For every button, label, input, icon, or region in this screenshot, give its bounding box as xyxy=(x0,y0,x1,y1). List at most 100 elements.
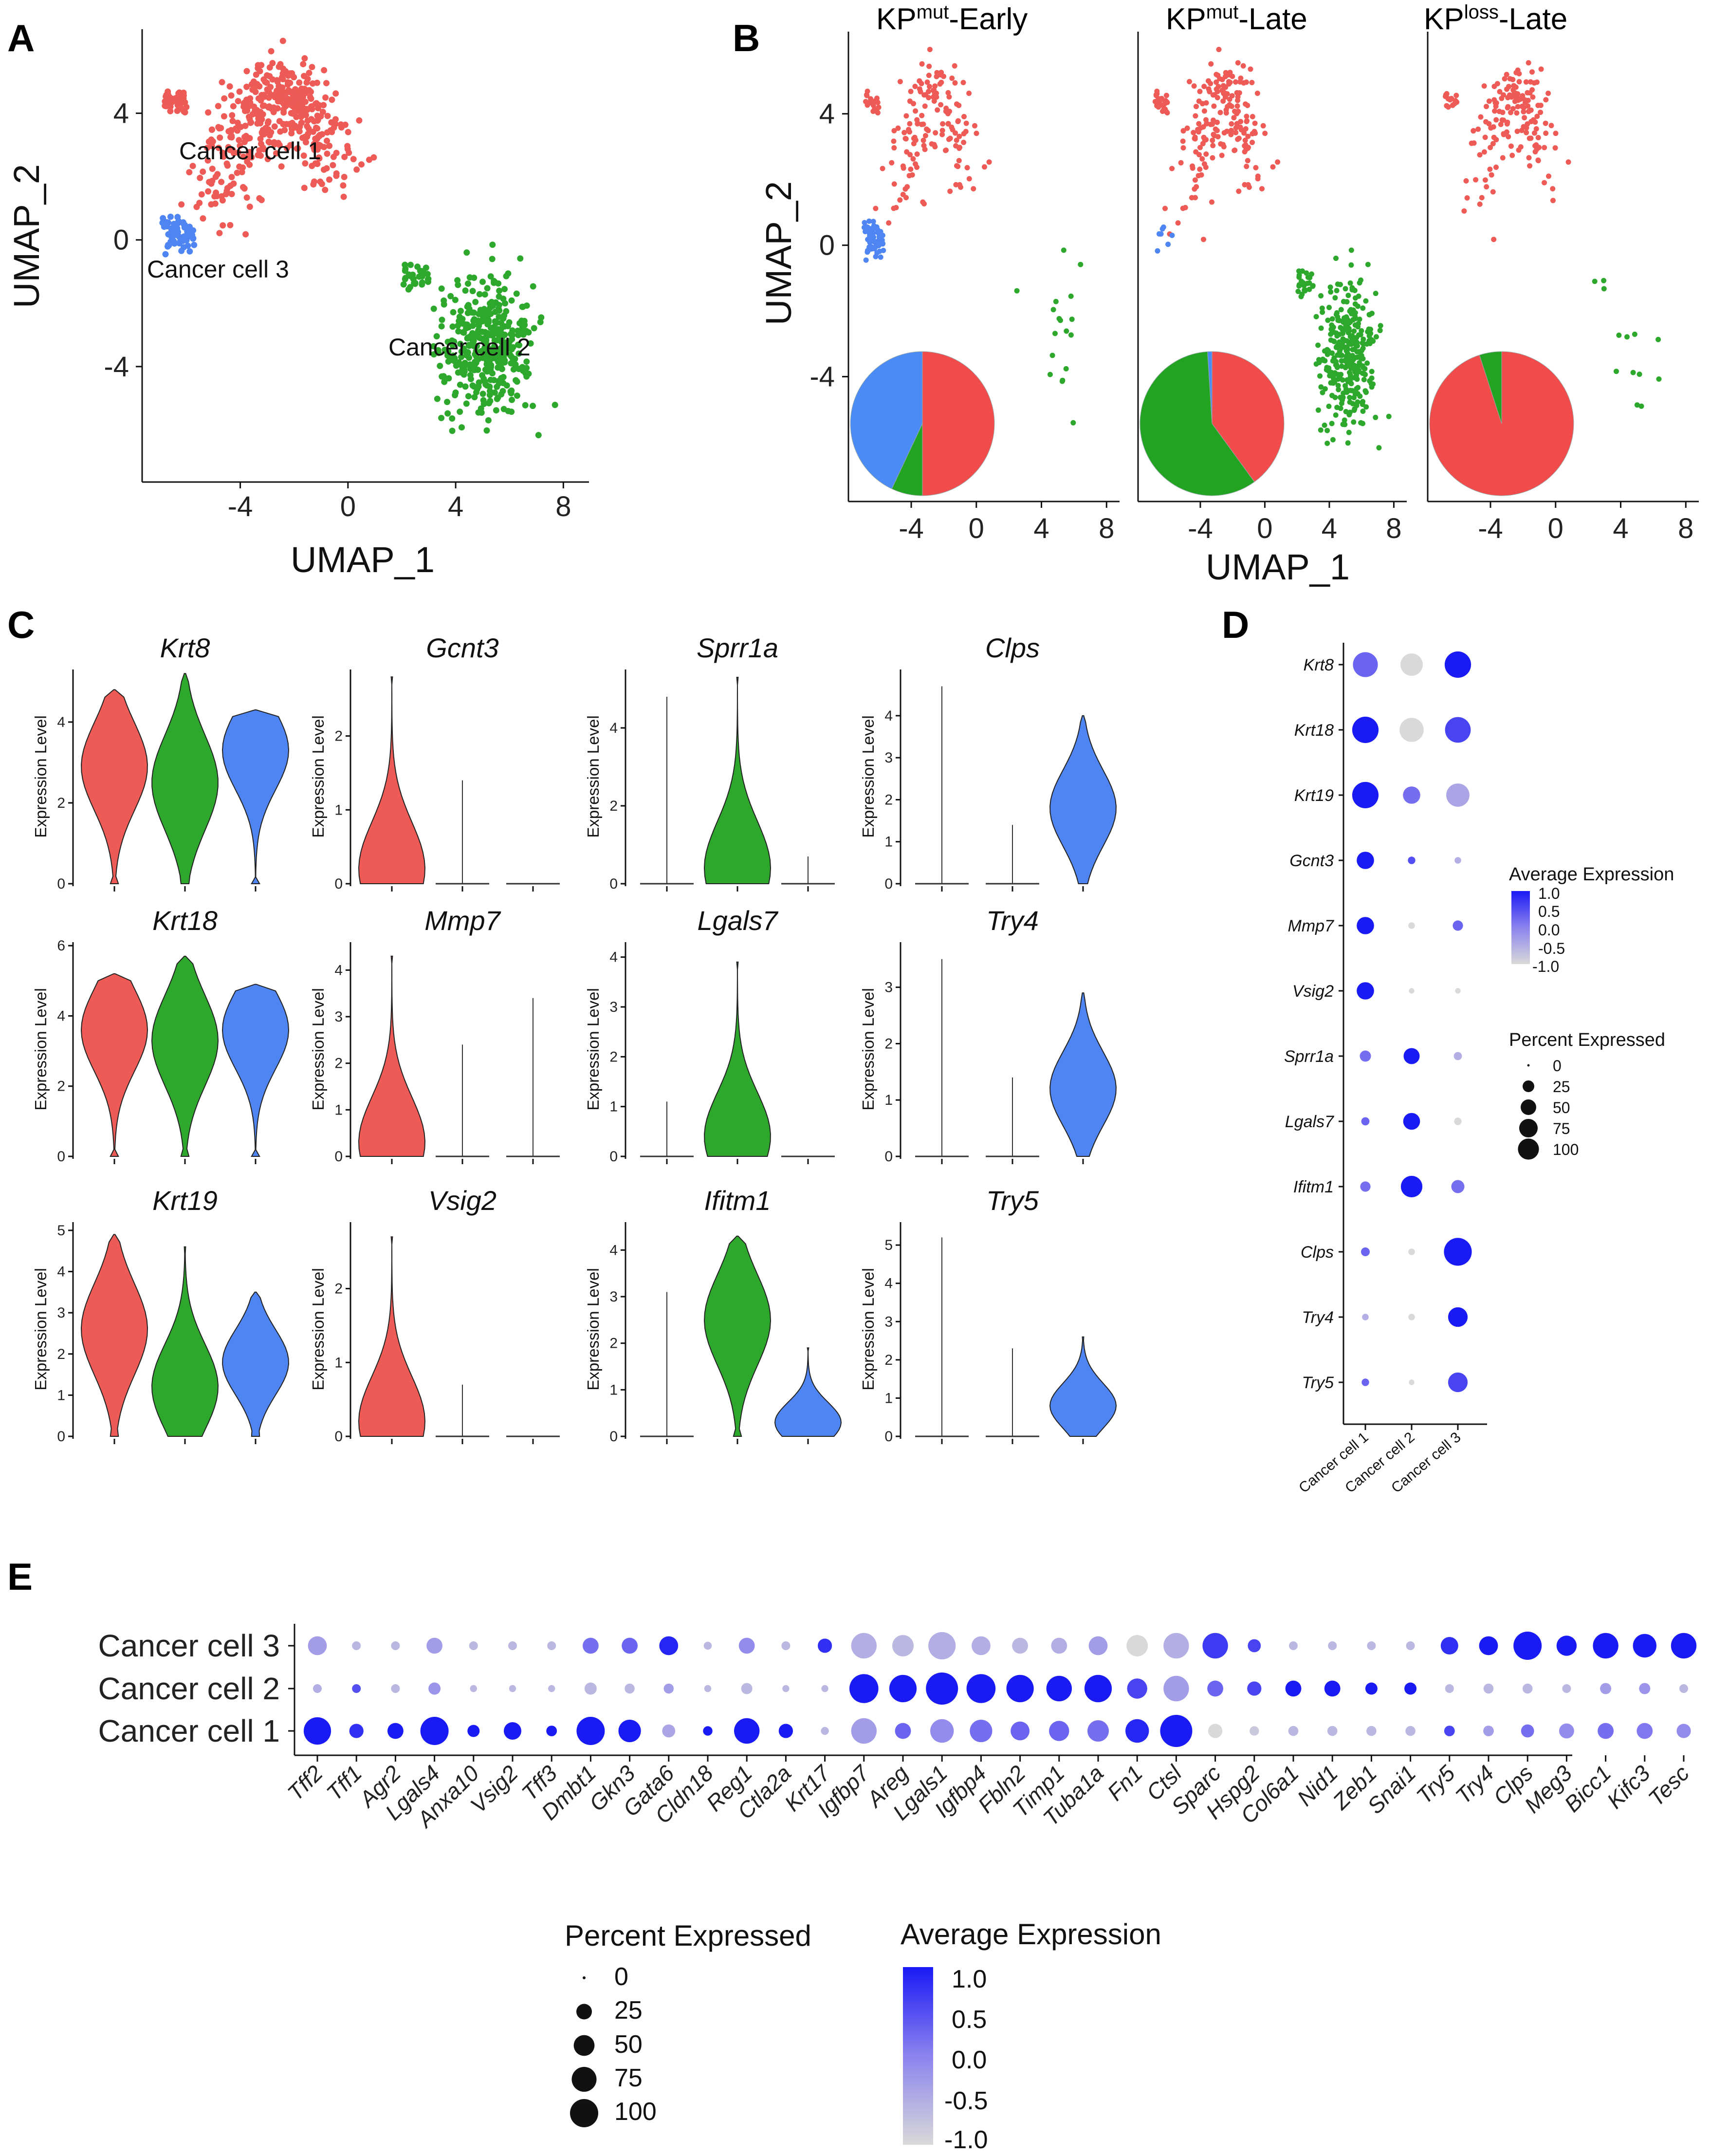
panel-e-gene-label: Bicc1 xyxy=(1559,1760,1616,1817)
umap-point-b xyxy=(1242,182,1248,187)
pie-slice xyxy=(1140,351,1255,496)
panel-e-dot xyxy=(1444,1726,1455,1736)
umap-point-b xyxy=(1234,103,1240,109)
umap-point-b xyxy=(1334,288,1340,294)
umap-point-b xyxy=(1201,161,1207,167)
umap-point-b xyxy=(1330,380,1336,386)
umap-point-b xyxy=(903,195,909,201)
umap-point-a xyxy=(208,201,215,208)
umap-point-b xyxy=(961,131,967,137)
umap-point-b xyxy=(1532,143,1538,149)
umap-point-a xyxy=(304,123,311,130)
umap-point-b xyxy=(1348,247,1354,253)
umap-point-b xyxy=(1453,99,1459,105)
umap-point-b xyxy=(1364,341,1370,347)
umap-point-a xyxy=(487,388,493,394)
umap-point-a xyxy=(509,336,515,343)
umap-point-b xyxy=(1347,370,1352,375)
violin-ytick-label: 5 xyxy=(57,1223,65,1239)
umap-point-a xyxy=(473,389,479,396)
panel-e-dot xyxy=(926,1673,958,1705)
umap-point-b xyxy=(1534,79,1540,85)
umap-point-a xyxy=(342,121,349,128)
panel-e-dot xyxy=(1636,1723,1653,1739)
umap-point-b xyxy=(1510,76,1516,82)
umap-point-b xyxy=(933,130,938,136)
violin-gene-title: Krt8 xyxy=(160,632,210,663)
umap-point-b xyxy=(1233,125,1239,131)
panel-b-xtick-label: 8 xyxy=(1386,513,1401,544)
umap-point-b xyxy=(1370,338,1376,344)
umap-point-b xyxy=(1328,289,1334,295)
violin-shape xyxy=(774,1347,842,1437)
umap-point-b xyxy=(949,75,955,81)
umap-point-a xyxy=(459,366,466,372)
panel-e-dot xyxy=(1593,1633,1618,1659)
umap-point-a xyxy=(300,61,307,68)
umap-point-a xyxy=(482,313,489,320)
umap-point-b xyxy=(1360,345,1366,351)
panel-e-legend-avg-2: 0.5 xyxy=(952,2006,987,2034)
umap-point-b xyxy=(864,92,869,98)
umap-point-a xyxy=(257,109,264,115)
panel-e-gene-label: Try4 xyxy=(1451,1760,1499,1808)
panel-label-e: E xyxy=(7,1555,33,1598)
umap-point-b xyxy=(1528,79,1533,85)
panel-e-legend-dot xyxy=(576,2004,592,2020)
umap-point-a xyxy=(264,156,271,163)
umap-point-b xyxy=(953,143,959,149)
umap-point-b xyxy=(1352,322,1358,328)
umap-point-b xyxy=(1217,110,1223,115)
violin-shape xyxy=(358,955,426,1157)
umap-point-a xyxy=(256,195,263,202)
umap-point-a xyxy=(492,318,498,325)
panel-e-legend-avg-4: -0.5 xyxy=(944,2087,988,2115)
umap-point-a xyxy=(200,168,206,175)
panel-d-dot xyxy=(1353,652,1378,677)
umap-point-a xyxy=(226,83,233,90)
panel-e-dot xyxy=(1006,1674,1034,1703)
umap-point-b xyxy=(1341,390,1346,396)
umap-point-b xyxy=(1493,165,1499,170)
umap-point-b xyxy=(891,205,897,211)
umap-point-a xyxy=(196,200,203,206)
umap-point-a xyxy=(484,285,491,292)
umap-point-b xyxy=(1187,79,1192,85)
violin-shape xyxy=(221,709,290,884)
panel-d-dot xyxy=(1454,857,1461,864)
panel-d-dot xyxy=(1357,917,1374,934)
violin-ytick-label: 4 xyxy=(884,1276,893,1292)
umap-point-b xyxy=(1332,394,1338,400)
violin-shape xyxy=(151,955,219,1157)
violin-ytick-label: 2 xyxy=(609,1049,618,1065)
umap-point-a xyxy=(214,193,220,200)
umap-point-b xyxy=(914,117,920,123)
umap-point-a xyxy=(465,280,471,287)
umap-point-b xyxy=(1528,107,1534,113)
umap-point-b xyxy=(1350,317,1356,323)
umap-point-b xyxy=(1630,370,1636,375)
umap-point-b xyxy=(1504,86,1509,92)
umap-point-a xyxy=(259,102,266,109)
umap-point-b xyxy=(891,145,897,151)
panel-e-dot xyxy=(970,1719,993,1743)
umap-point-a xyxy=(234,169,240,176)
umap-point-a xyxy=(332,116,339,123)
umap-point-b xyxy=(954,101,959,107)
umap-point-a xyxy=(444,410,451,417)
umap-point-b xyxy=(1234,90,1240,95)
panel-e-legend-avg-1: 1.0 xyxy=(952,1965,987,1993)
umap-point-a xyxy=(271,141,278,148)
panel-label-b: B xyxy=(733,17,760,59)
umap-point-a xyxy=(230,103,237,110)
umap-point-a xyxy=(457,409,463,415)
panel-d-legend-pct-3: 50 xyxy=(1553,1099,1570,1116)
panel-e-dot xyxy=(420,1717,449,1745)
umap-point-b xyxy=(1453,93,1459,98)
panel-e-dot xyxy=(509,1685,516,1692)
umap-point-a xyxy=(424,271,431,278)
umap-point-b xyxy=(1231,115,1237,121)
panel-e-gene-label: Fn1 xyxy=(1102,1760,1147,1805)
violin-ytick-label: 0 xyxy=(334,1149,343,1165)
panel-e-dot xyxy=(308,1636,327,1655)
